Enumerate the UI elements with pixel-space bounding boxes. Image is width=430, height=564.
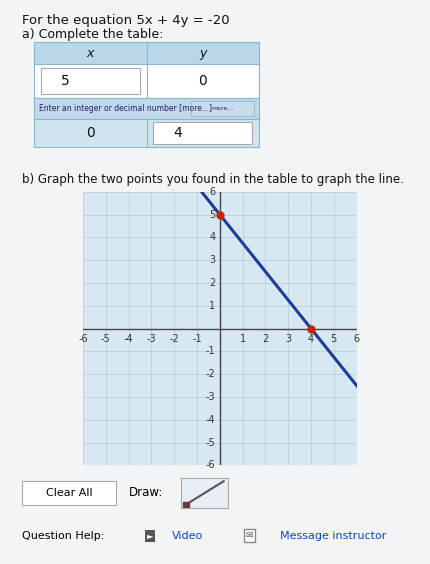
Text: 3: 3	[285, 334, 291, 344]
Text: ✉: ✉	[245, 531, 252, 540]
Text: -1: -1	[205, 346, 215, 356]
Text: Message instructor: Message instructor	[280, 531, 386, 541]
Text: 4: 4	[307, 334, 313, 344]
FancyBboxPatch shape	[191, 101, 254, 116]
Text: -1: -1	[192, 334, 201, 344]
Text: 1: 1	[209, 301, 215, 311]
Text: Clear All: Clear All	[46, 488, 92, 498]
Text: -4: -4	[205, 415, 215, 425]
Text: For the equation 5x + 4y = -20: For the equation 5x + 4y = -20	[22, 14, 229, 27]
Text: 0: 0	[86, 126, 95, 140]
Text: 2: 2	[262, 334, 268, 344]
Text: -6: -6	[205, 460, 215, 470]
Text: Enter an integer or decimal number [more...]: Enter an integer or decimal number [more…	[39, 104, 212, 113]
Text: a) Complete the table:: a) Complete the table:	[22, 28, 163, 41]
FancyBboxPatch shape	[41, 68, 139, 94]
FancyBboxPatch shape	[153, 122, 251, 144]
Text: 5: 5	[209, 210, 215, 219]
Text: 3: 3	[209, 255, 215, 265]
Text: 4: 4	[173, 126, 182, 140]
Text: 0: 0	[198, 74, 206, 87]
Text: y: y	[198, 46, 206, 60]
Text: 6: 6	[353, 334, 359, 344]
Text: more...: more...	[211, 106, 233, 111]
Text: Question Help:: Question Help:	[22, 531, 104, 541]
Text: -5: -5	[205, 438, 215, 447]
Text: -3: -3	[146, 334, 156, 344]
Text: x: x	[86, 46, 94, 60]
Text: b) Graph the two points you found in the table to graph the line.: b) Graph the two points you found in the…	[22, 173, 402, 186]
Text: ►: ►	[146, 531, 153, 540]
Text: -3: -3	[205, 392, 215, 402]
Text: 4: 4	[209, 232, 215, 243]
Text: -2: -2	[169, 334, 179, 344]
Text: Video: Video	[172, 531, 203, 541]
Text: Draw:: Draw:	[129, 486, 163, 500]
Text: 1: 1	[239, 334, 245, 344]
Text: 6: 6	[209, 187, 215, 197]
Text: -2: -2	[205, 369, 215, 379]
Text: 5: 5	[61, 74, 70, 87]
Text: -4: -4	[123, 334, 133, 344]
Text: 2: 2	[209, 278, 215, 288]
Text: 5: 5	[330, 334, 336, 344]
Text: -5: -5	[101, 334, 111, 344]
Text: -6: -6	[78, 334, 88, 344]
